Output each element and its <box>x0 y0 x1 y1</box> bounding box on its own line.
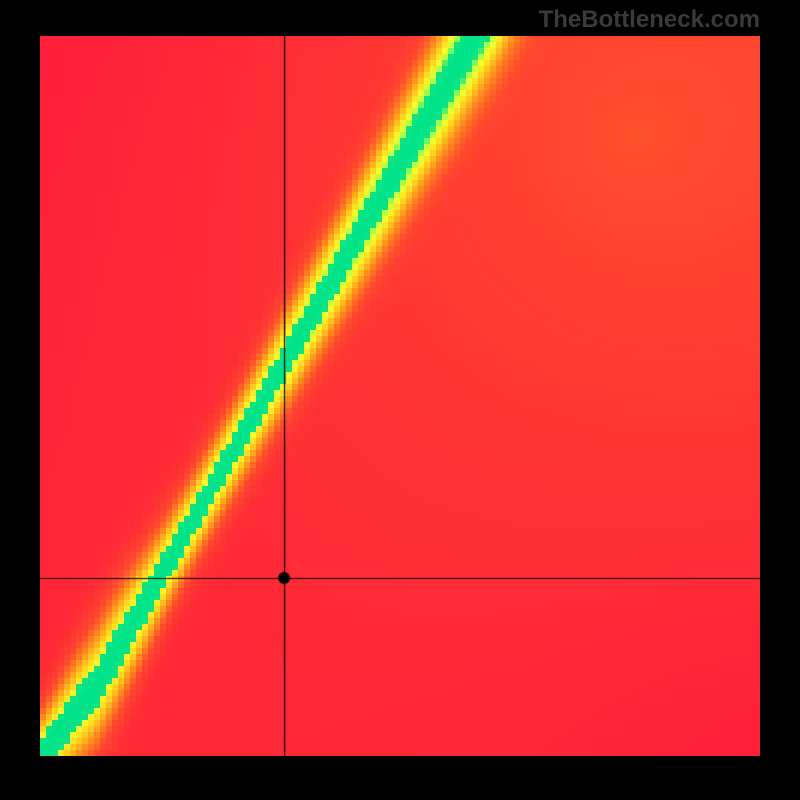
chart-container: TheBottleneck.com <box>0 0 800 800</box>
watermark-text: TheBottleneck.com <box>539 6 760 34</box>
bottleneck-heatmap <box>40 36 760 756</box>
